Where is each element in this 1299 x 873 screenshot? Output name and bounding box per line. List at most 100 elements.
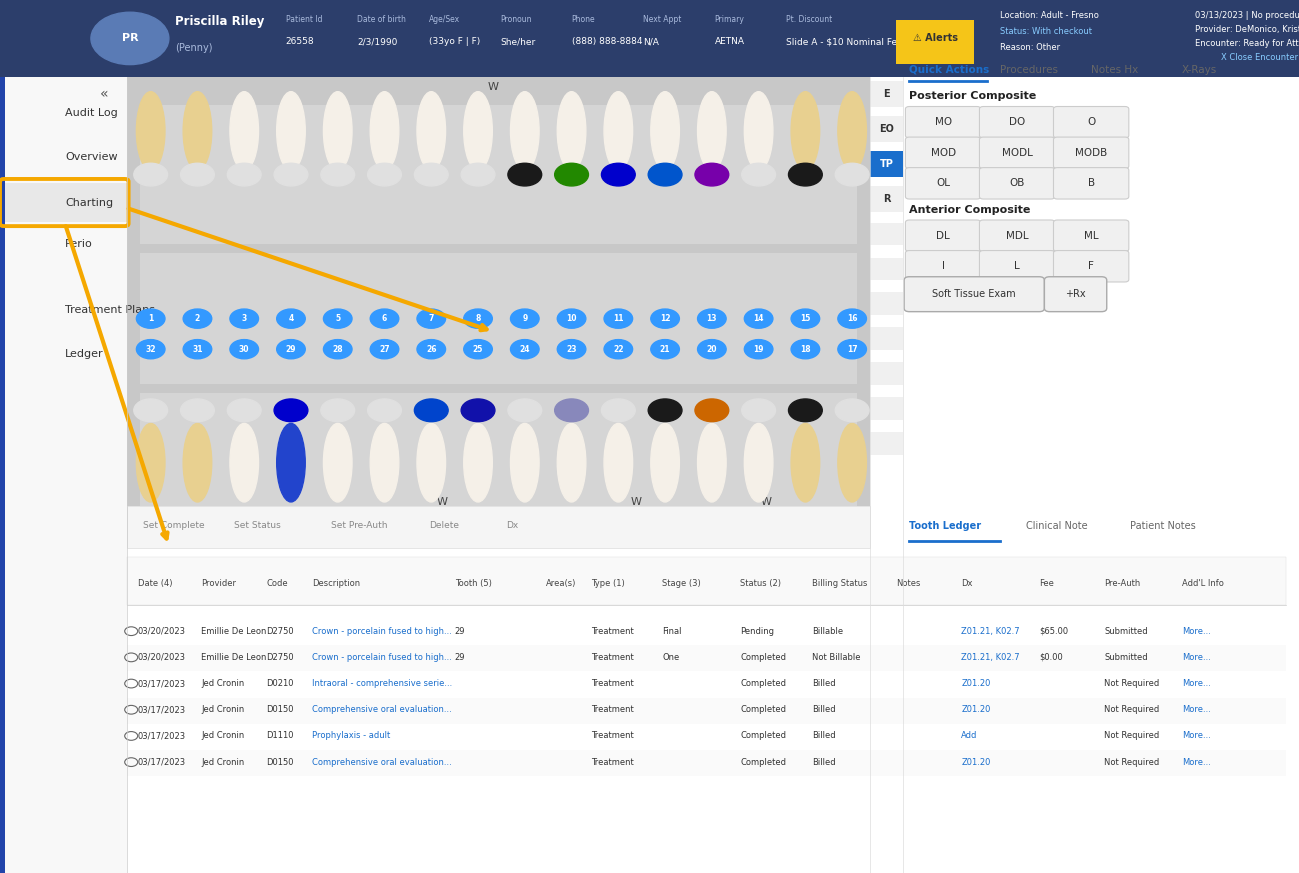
Text: 28: 28 bbox=[333, 345, 343, 354]
Bar bbox=[127, 750, 1286, 776]
Text: TP: TP bbox=[879, 159, 894, 169]
Bar bbox=[0, 0, 1299, 77]
Text: X-Rays: X-Rays bbox=[1182, 65, 1217, 75]
Circle shape bbox=[557, 309, 586, 328]
Text: Status: With checkout: Status: With checkout bbox=[1000, 27, 1092, 36]
Text: Not Required: Not Required bbox=[1104, 732, 1160, 740]
Circle shape bbox=[414, 163, 448, 186]
Text: Dx: Dx bbox=[507, 521, 518, 530]
Text: Billed: Billed bbox=[812, 758, 835, 766]
Ellipse shape bbox=[604, 423, 633, 502]
Text: Emillie De Leon: Emillie De Leon bbox=[201, 627, 266, 636]
Text: Location: Adult - Fresno: Location: Adult - Fresno bbox=[1000, 11, 1099, 20]
Text: 18: 18 bbox=[800, 345, 811, 354]
Text: (888) 888-8884: (888) 888-8884 bbox=[572, 38, 642, 46]
Circle shape bbox=[788, 399, 822, 422]
Text: Comprehensive oral evaluation...: Comprehensive oral evaluation... bbox=[312, 758, 452, 766]
Text: 19: 19 bbox=[753, 345, 764, 354]
Bar bbox=[127, 724, 1286, 750]
Text: Date (4): Date (4) bbox=[138, 579, 173, 588]
Circle shape bbox=[321, 163, 355, 186]
Text: Reason: Other: Reason: Other bbox=[1000, 43, 1060, 52]
Text: More...: More... bbox=[1182, 732, 1211, 740]
Text: Not Required: Not Required bbox=[1104, 679, 1160, 688]
Text: 03/17/2023: 03/17/2023 bbox=[138, 758, 186, 766]
Circle shape bbox=[791, 309, 820, 328]
Bar bbox=[140, 253, 857, 384]
Bar bbox=[870, 77, 1299, 873]
Circle shape bbox=[557, 340, 586, 359]
FancyBboxPatch shape bbox=[979, 107, 1055, 138]
Text: 25: 25 bbox=[473, 345, 483, 354]
Ellipse shape bbox=[370, 423, 399, 502]
Circle shape bbox=[555, 399, 588, 422]
Text: Fee: Fee bbox=[1039, 579, 1053, 588]
FancyBboxPatch shape bbox=[905, 168, 981, 199]
Ellipse shape bbox=[651, 92, 679, 170]
Text: Tooth Ledger: Tooth Ledger bbox=[909, 520, 982, 531]
Text: Age/Sex: Age/Sex bbox=[429, 15, 460, 24]
Text: 15: 15 bbox=[800, 314, 811, 323]
Ellipse shape bbox=[277, 92, 305, 170]
Text: +Rx: +Rx bbox=[1065, 289, 1086, 299]
Text: D2750: D2750 bbox=[266, 653, 294, 662]
Circle shape bbox=[788, 163, 822, 186]
Text: 11: 11 bbox=[613, 314, 624, 323]
FancyBboxPatch shape bbox=[905, 137, 981, 168]
Ellipse shape bbox=[417, 423, 446, 502]
Bar bbox=[870, 258, 903, 280]
Text: 03/13/2023 | No procedures: 03/13/2023 | No procedures bbox=[1195, 11, 1299, 20]
Text: (Penny): (Penny) bbox=[175, 43, 213, 53]
Ellipse shape bbox=[791, 423, 820, 502]
Text: Z01.20: Z01.20 bbox=[961, 705, 991, 714]
Text: Treatment: Treatment bbox=[591, 653, 634, 662]
Text: More...: More... bbox=[1182, 679, 1211, 688]
Text: Z01.20: Z01.20 bbox=[961, 679, 991, 688]
Circle shape bbox=[230, 340, 259, 359]
Text: D2750: D2750 bbox=[266, 627, 294, 636]
Text: More...: More... bbox=[1182, 705, 1211, 714]
Circle shape bbox=[136, 309, 165, 328]
Text: Final: Final bbox=[662, 627, 682, 636]
Text: Completed: Completed bbox=[740, 758, 786, 766]
Text: Billed: Billed bbox=[812, 732, 835, 740]
Text: 1: 1 bbox=[148, 314, 153, 323]
FancyBboxPatch shape bbox=[904, 277, 1044, 312]
Circle shape bbox=[695, 399, 729, 422]
Circle shape bbox=[791, 340, 820, 359]
Text: I: I bbox=[942, 261, 944, 272]
Circle shape bbox=[511, 309, 539, 328]
Ellipse shape bbox=[604, 92, 633, 170]
Circle shape bbox=[461, 399, 495, 422]
Ellipse shape bbox=[183, 92, 212, 170]
Text: Overview: Overview bbox=[65, 152, 118, 162]
Text: Jed Cronin: Jed Cronin bbox=[201, 758, 244, 766]
FancyBboxPatch shape bbox=[979, 168, 1055, 199]
Text: 29: 29 bbox=[286, 345, 296, 354]
Text: More...: More... bbox=[1182, 627, 1211, 636]
Text: ML: ML bbox=[1083, 230, 1099, 241]
Ellipse shape bbox=[838, 92, 866, 170]
Text: 29: 29 bbox=[455, 653, 465, 662]
Text: 26558: 26558 bbox=[286, 38, 314, 46]
Circle shape bbox=[183, 340, 212, 359]
Circle shape bbox=[838, 340, 866, 359]
Text: Provider: Provider bbox=[201, 579, 236, 588]
Text: Crown - porcelain fused to high...: Crown - porcelain fused to high... bbox=[312, 653, 452, 662]
Text: Patient Id: Patient Id bbox=[286, 15, 322, 24]
Text: 6: 6 bbox=[382, 314, 387, 323]
Text: Treatment: Treatment bbox=[591, 679, 634, 688]
Text: Encounter: Ready for Attestation: Encounter: Ready for Attestation bbox=[1195, 39, 1299, 48]
Text: 9: 9 bbox=[522, 314, 527, 323]
Text: MOD: MOD bbox=[930, 148, 956, 158]
Text: Z01.20: Z01.20 bbox=[961, 758, 991, 766]
Text: 13: 13 bbox=[707, 314, 717, 323]
Circle shape bbox=[277, 309, 305, 328]
Ellipse shape bbox=[464, 423, 492, 502]
Text: 27: 27 bbox=[379, 345, 390, 354]
Circle shape bbox=[464, 340, 492, 359]
Text: 31: 31 bbox=[192, 345, 203, 354]
Circle shape bbox=[181, 163, 214, 186]
Text: Completed: Completed bbox=[740, 679, 786, 688]
Circle shape bbox=[601, 163, 635, 186]
